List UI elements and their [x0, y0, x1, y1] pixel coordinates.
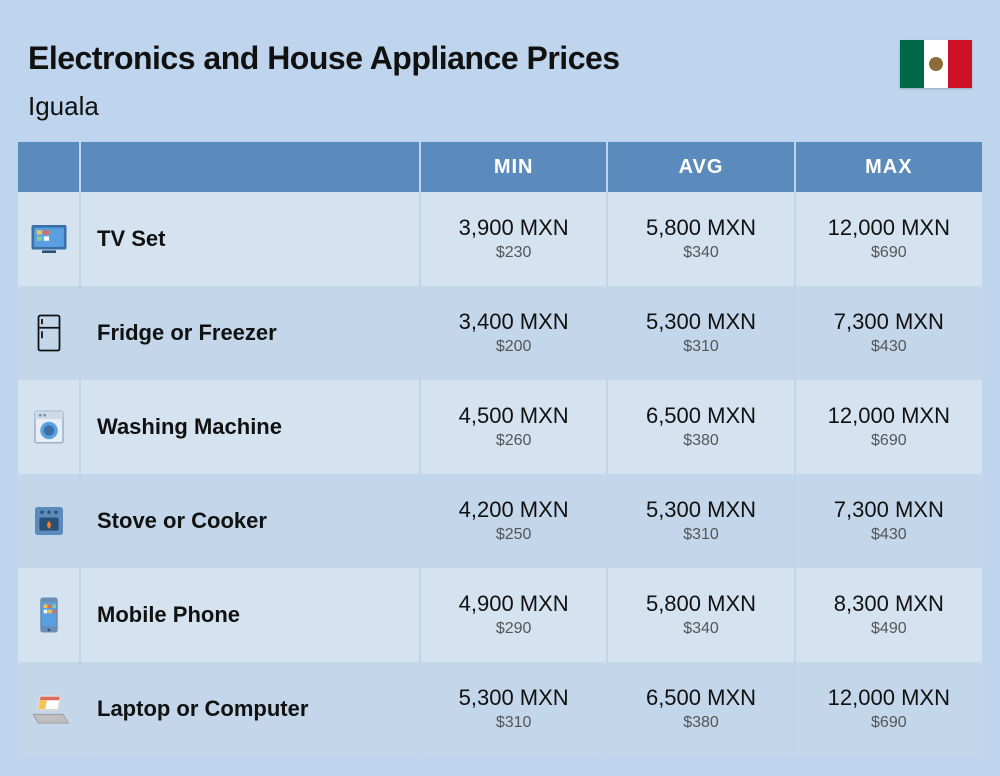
price-usd: $340	[608, 243, 793, 264]
price-mxn: 3,400 MXN	[421, 308, 606, 337]
item-name: Fridge or Freezer	[80, 286, 420, 380]
price-usd: $430	[796, 337, 982, 358]
cell-min: 4,200 MXN $250	[420, 474, 607, 568]
price-usd: $690	[796, 243, 982, 264]
cell-max: 7,300 MXN $430	[795, 286, 982, 380]
cell-min: 5,300 MXN $310	[420, 662, 607, 756]
table-row: Mobile Phone 4,900 MXN $290 5,800 MXN $3…	[18, 568, 982, 662]
price-usd: $690	[796, 431, 982, 452]
price-mxn: 5,300 MXN	[608, 308, 793, 337]
page-title: Electronics and House Appliance Prices	[28, 40, 972, 77]
cell-min: 3,400 MXN $200	[420, 286, 607, 380]
price-mxn: 12,000 MXN	[796, 684, 982, 713]
fridge-icon	[18, 286, 80, 380]
header-avg: AVG	[607, 142, 794, 192]
page-subtitle: Iguala	[28, 91, 972, 122]
price-usd: $310	[608, 525, 793, 546]
item-name: Mobile Phone	[80, 568, 420, 662]
price-usd: $690	[796, 713, 982, 734]
price-mxn: 3,900 MXN	[421, 214, 606, 243]
cell-avg: 6,500 MXN $380	[607, 662, 794, 756]
cell-avg: 5,300 MXN $310	[607, 286, 794, 380]
price-mxn: 7,300 MXN	[796, 308, 982, 337]
price-mxn: 8,300 MXN	[796, 590, 982, 619]
header: Electronics and House Appliance Prices I…	[18, 40, 982, 142]
price-mxn: 4,200 MXN	[421, 496, 606, 525]
cell-max: 7,300 MXN $430	[795, 474, 982, 568]
item-name: Washing Machine	[80, 380, 420, 474]
stove-icon	[18, 474, 80, 568]
price-usd: $430	[796, 525, 982, 546]
price-mxn: 12,000 MXN	[796, 402, 982, 431]
price-mxn: 7,300 MXN	[796, 496, 982, 525]
cell-avg: 5,300 MXN $310	[607, 474, 794, 568]
price-mxn: 4,500 MXN	[421, 402, 606, 431]
table-row: Laptop or Computer 5,300 MXN $310 6,500 …	[18, 662, 982, 756]
tv-icon	[18, 192, 80, 286]
price-usd: $310	[421, 713, 606, 734]
mexico-flag-icon	[900, 40, 972, 88]
cell-max: 12,000 MXN $690	[795, 662, 982, 756]
price-table-page: Electronics and House Appliance Prices I…	[0, 0, 1000, 776]
header-blank-icon	[18, 142, 80, 192]
price-usd: $290	[421, 619, 606, 640]
price-mxn: 6,500 MXN	[608, 684, 793, 713]
table-header-row: MIN AVG MAX	[18, 142, 982, 192]
price-mxn: 6,500 MXN	[608, 402, 793, 431]
cell-max: 12,000 MXN $690	[795, 192, 982, 286]
price-usd: $380	[608, 431, 793, 452]
item-name: TV Set	[80, 192, 420, 286]
price-usd: $310	[608, 337, 793, 358]
price-table: MIN AVG MAX T	[18, 142, 982, 756]
cell-avg: 5,800 MXN $340	[607, 568, 794, 662]
item-name: Laptop or Computer	[80, 662, 420, 756]
price-mxn: 5,300 MXN	[421, 684, 606, 713]
cell-min: 3,900 MXN $230	[420, 192, 607, 286]
table-row: Fridge or Freezer 3,400 MXN $200 5,300 M…	[18, 286, 982, 380]
header-min: MIN	[420, 142, 607, 192]
price-usd: $490	[796, 619, 982, 640]
price-usd: $340	[608, 619, 793, 640]
price-mxn: 5,800 MXN	[608, 214, 793, 243]
price-mxn: 4,900 MXN	[421, 590, 606, 619]
price-usd: $200	[421, 337, 606, 358]
price-usd: $250	[421, 525, 606, 546]
phone-icon	[18, 568, 80, 662]
price-usd: $230	[421, 243, 606, 264]
table-row: TV Set 3,900 MXN $230 5,800 MXN $340 12,…	[18, 192, 982, 286]
price-usd: $260	[421, 431, 606, 452]
price-mxn: 12,000 MXN	[796, 214, 982, 243]
washer-icon	[18, 380, 80, 474]
cell-max: 8,300 MXN $490	[795, 568, 982, 662]
price-mxn: 5,800 MXN	[608, 590, 793, 619]
header-blank-name	[80, 142, 420, 192]
cell-min: 4,900 MXN $290	[420, 568, 607, 662]
header-max: MAX	[795, 142, 982, 192]
table-row: Stove or Cooker 4,200 MXN $250 5,300 MXN…	[18, 474, 982, 568]
price-usd: $380	[608, 713, 793, 734]
cell-avg: 6,500 MXN $380	[607, 380, 794, 474]
table-row: Washing Machine 4,500 MXN $260 6,500 MXN…	[18, 380, 982, 474]
cell-max: 12,000 MXN $690	[795, 380, 982, 474]
laptop-icon	[18, 662, 80, 756]
price-mxn: 5,300 MXN	[608, 496, 793, 525]
cell-avg: 5,800 MXN $340	[607, 192, 794, 286]
item-name: Stove or Cooker	[80, 474, 420, 568]
cell-min: 4,500 MXN $260	[420, 380, 607, 474]
